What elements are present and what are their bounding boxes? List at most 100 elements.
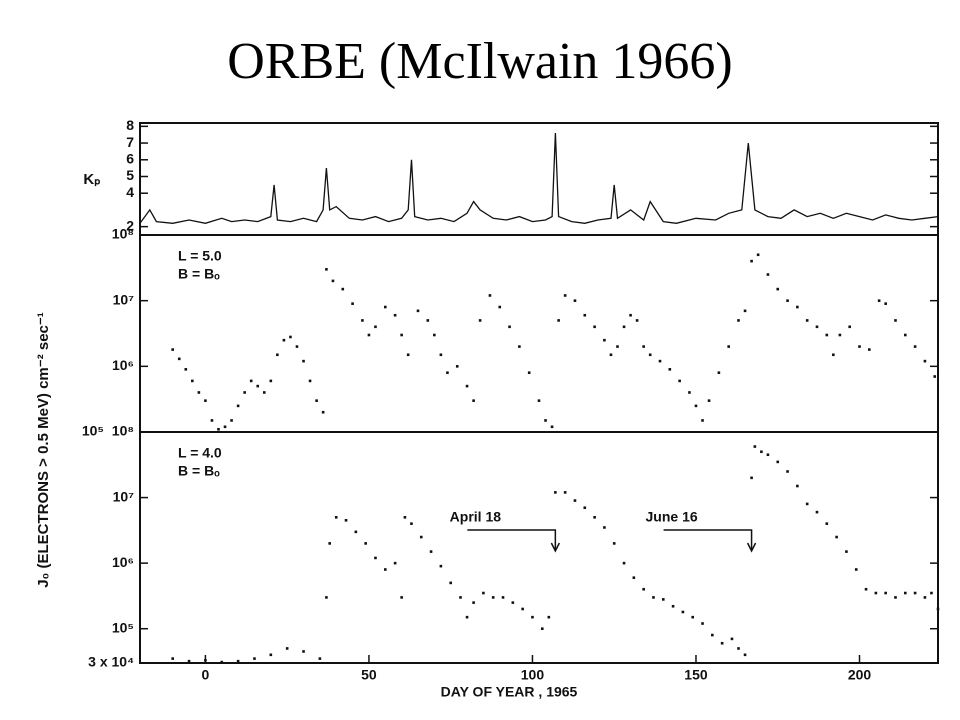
flux-point [262, 391, 266, 394]
flux-point [171, 657, 175, 660]
flux-point [933, 375, 937, 378]
flux-point [913, 591, 917, 595]
flux-point [249, 379, 253, 383]
flux-point [691, 615, 695, 619]
panel-frame [139, 122, 939, 236]
flux-point [750, 259, 753, 263]
flux-point [616, 345, 619, 348]
flux-point [766, 273, 770, 276]
flux-point [325, 268, 328, 271]
x-tick-label: 150 [684, 667, 708, 683]
flux-point [501, 596, 505, 599]
flux-point [433, 333, 436, 337]
flux-point [184, 368, 188, 371]
flux-point [465, 615, 469, 619]
flux-point [204, 399, 207, 402]
flux-point [678, 379, 681, 383]
y-tick-label: 10⁵ [82, 423, 104, 439]
panel-label: L = 4.0 [178, 445, 222, 461]
flux-point [236, 659, 240, 663]
flux-point [331, 279, 335, 283]
flux-point [573, 299, 577, 302]
flux-point [547, 615, 551, 619]
flux-point [302, 359, 305, 363]
flux-point [583, 313, 587, 317]
flux-point [913, 345, 917, 348]
flux-point [223, 425, 227, 429]
flux-point [554, 491, 557, 494]
flux-point [671, 604, 675, 608]
y-tick-label: 7 [126, 134, 134, 150]
flux-point [531, 615, 534, 619]
flux-point [230, 419, 233, 422]
flux-point [815, 510, 819, 514]
flux-point [429, 550, 433, 553]
flux-point [289, 335, 292, 339]
flux-point [393, 313, 397, 317]
flux-point [884, 591, 887, 595]
flux-point [688, 391, 691, 394]
annotation: June 16 [646, 509, 698, 525]
flux-point [648, 353, 652, 357]
flux-point [455, 365, 459, 368]
flux-point [760, 450, 763, 454]
flux-point [661, 598, 665, 601]
flux-point [868, 348, 871, 351]
flux-point [612, 542, 616, 545]
flux-point [374, 325, 377, 329]
flux-point [832, 353, 835, 357]
flux-point [210, 419, 214, 422]
flux-point [383, 568, 387, 571]
panel-label: B = Bₒ [178, 463, 220, 479]
flux-point [537, 399, 541, 402]
flux-point [406, 353, 410, 357]
flux-point [187, 659, 191, 663]
flux-point [593, 516, 596, 519]
flux-point [191, 379, 194, 383]
flux-point [269, 379, 273, 383]
y-tick-label: 6 [126, 150, 134, 166]
flux-point [220, 660, 224, 664]
x-tick-label: 100 [521, 667, 545, 683]
flux-point [518, 345, 521, 348]
flux-point [540, 627, 544, 631]
flux-point [694, 404, 698, 408]
flux-point [315, 399, 318, 402]
flux-point [393, 561, 397, 565]
y-tick-label: 10⁷ [113, 488, 135, 504]
flux-point [557, 319, 560, 322]
flux-point [367, 333, 371, 337]
flux-point [642, 587, 645, 591]
flux-point [796, 305, 799, 309]
flux-point [776, 460, 780, 464]
flux-point [583, 506, 587, 510]
y-axis-label: J₀ (ELECTRONS > 0.5 MeV) cm⁻² sec⁻¹ [35, 312, 52, 588]
panel-frame [139, 431, 939, 664]
flux-point [400, 333, 403, 337]
flux-point [825, 333, 829, 337]
flux-point [622, 325, 626, 329]
flux-point [936, 607, 940, 611]
flux-point [171, 348, 175, 351]
flux-point [786, 470, 789, 473]
flux-point [465, 384, 469, 388]
flux-point [796, 484, 799, 488]
arrow-head [550, 542, 561, 553]
flux-point [527, 371, 531, 374]
flux-point [737, 319, 740, 322]
flux-point [776, 287, 780, 291]
x-tick-label: 200 [848, 667, 872, 683]
flux-point [354, 530, 358, 534]
y-tick-label: 2 [126, 217, 134, 233]
flux-point [302, 650, 305, 653]
flux-point [295, 345, 299, 348]
flux-point [563, 491, 567, 494]
flux-point [743, 653, 747, 657]
y-tick-label: 8 [126, 117, 134, 133]
flux-point [498, 305, 502, 309]
flux-point [508, 325, 511, 329]
flux-point [894, 319, 897, 322]
flux-point [410, 522, 413, 525]
flux-point [416, 309, 420, 313]
